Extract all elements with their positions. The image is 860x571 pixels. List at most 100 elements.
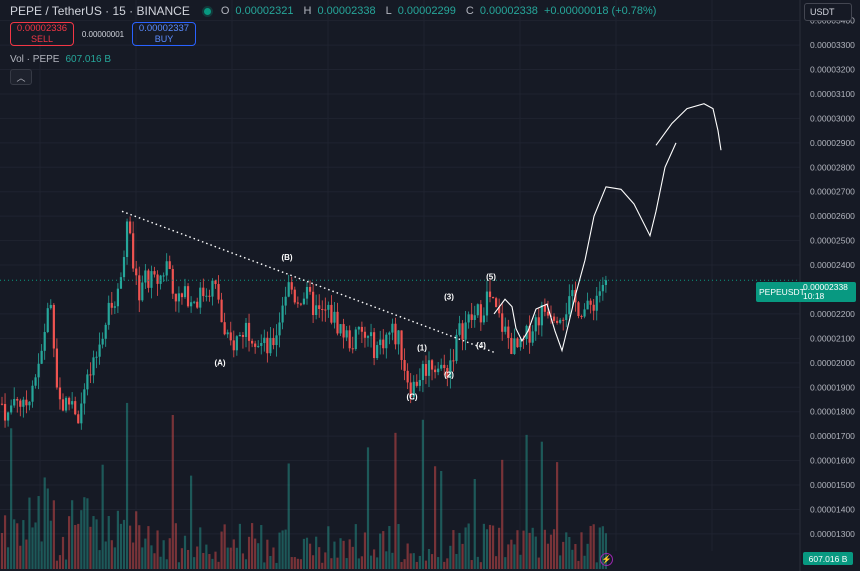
- candle: [98, 344, 101, 357]
- candle: [592, 304, 595, 311]
- candle: [528, 325, 531, 343]
- volume-bar: [507, 544, 510, 569]
- volume-bar: [296, 558, 299, 569]
- candle: [504, 326, 507, 332]
- volume-bar: [333, 541, 336, 569]
- volume-bar: [461, 543, 464, 569]
- volume-bar: [132, 542, 135, 569]
- volume-bar: [348, 539, 351, 569]
- candle: [101, 338, 104, 345]
- volume-bar: [116, 510, 119, 569]
- volume-bar: [159, 556, 162, 569]
- candle: [580, 316, 583, 318]
- candle: [141, 282, 144, 301]
- candle: [318, 305, 321, 310]
- candle: [74, 401, 77, 415]
- volume-bar: [552, 529, 556, 569]
- candle: [31, 385, 34, 402]
- symbol-legend: PEPE / TetherUS · 15 · BINANCE O 0.000023…: [10, 4, 656, 18]
- buy-button[interactable]: 0.00002337 BUY: [132, 22, 196, 46]
- candle: [583, 309, 586, 317]
- volume-bar: [464, 527, 467, 569]
- volume-bar: [357, 558, 360, 569]
- candle: [177, 293, 180, 302]
- volume-bar: [305, 537, 309, 569]
- candle: [510, 337, 513, 354]
- volume-bar: [269, 555, 272, 569]
- y-tick-label: 0.00002100: [810, 333, 855, 343]
- candle: [180, 293, 184, 298]
- candle: [68, 397, 71, 405]
- candle: [52, 304, 55, 349]
- low-value: 0.00002299: [397, 5, 456, 17]
- volume-bar: [92, 516, 95, 569]
- volume-bar: [543, 529, 546, 569]
- candle: [601, 284, 604, 292]
- candle: [388, 332, 391, 335]
- volume-bar: [324, 552, 327, 569]
- candle: [232, 340, 235, 351]
- candle: [357, 326, 360, 330]
- volume-bar: [64, 559, 68, 569]
- symbol-title[interactable]: PEPE / TetherUS · 15 · BINANCE: [10, 4, 190, 18]
- volume-bar: [107, 516, 110, 569]
- volume-bar: [49, 520, 52, 569]
- open-key: O: [220, 5, 230, 17]
- volume-bar: [141, 547, 144, 569]
- y-tick-label: 0.00001700: [810, 431, 855, 441]
- volume-bar: [388, 526, 391, 569]
- candle: [153, 271, 156, 275]
- candle: [138, 275, 141, 301]
- volume-legend[interactable]: Vol · PEPE 607.016 B: [10, 54, 111, 65]
- candle: [296, 302, 299, 304]
- candle: [235, 336, 238, 351]
- volume-bar: [336, 557, 339, 569]
- sell-button[interactable]: 0.00002336 SELL: [10, 22, 74, 46]
- price-tag-price: 0.00002338: [803, 282, 848, 292]
- volume-bar: [510, 539, 513, 569]
- candle: [577, 302, 580, 317]
- candle: [37, 363, 40, 378]
- candle: [55, 348, 58, 388]
- candle: [0, 403, 4, 405]
- lightning-icon[interactable]: ⚡: [600, 553, 613, 566]
- volume-bar: [129, 525, 132, 569]
- candle: [196, 301, 199, 308]
- y-tick-label: 0.00002400: [810, 260, 855, 270]
- candle: [302, 298, 306, 305]
- candle: [284, 296, 287, 306]
- candle: [400, 330, 403, 361]
- candle: [129, 221, 132, 234]
- candle: [217, 284, 220, 300]
- low-key: L: [385, 5, 392, 17]
- volume-bar: [37, 496, 40, 569]
- volume-bar: [589, 525, 592, 569]
- volume-bar: [254, 538, 257, 569]
- candle: [391, 323, 394, 333]
- candle: [43, 332, 46, 351]
- candle: [403, 360, 406, 371]
- volume-bar: [61, 536, 65, 569]
- volume-bar: [501, 459, 504, 569]
- volume-bar: [217, 561, 220, 569]
- candle: [278, 322, 281, 336]
- projection-drawing: [493, 142, 677, 353]
- candle: [418, 380, 421, 386]
- volume-bar: [28, 497, 31, 569]
- candle: [516, 338, 519, 348]
- currency-select[interactable]: USDT: [804, 3, 852, 21]
- volume-bar: [186, 549, 190, 569]
- volume-bar: [498, 527, 501, 569]
- candle: [589, 300, 592, 305]
- volume-bar: [43, 477, 46, 569]
- volume-bar: [113, 547, 116, 569]
- collapse-legend-button[interactable]: ︿: [10, 69, 32, 85]
- candle: [61, 399, 65, 411]
- candle: [86, 374, 89, 390]
- volume-bar: [559, 555, 562, 569]
- volume-bar: [272, 547, 275, 569]
- volume-bar: [190, 475, 193, 569]
- volume-bar: [287, 463, 290, 569]
- candle: [257, 345, 260, 347]
